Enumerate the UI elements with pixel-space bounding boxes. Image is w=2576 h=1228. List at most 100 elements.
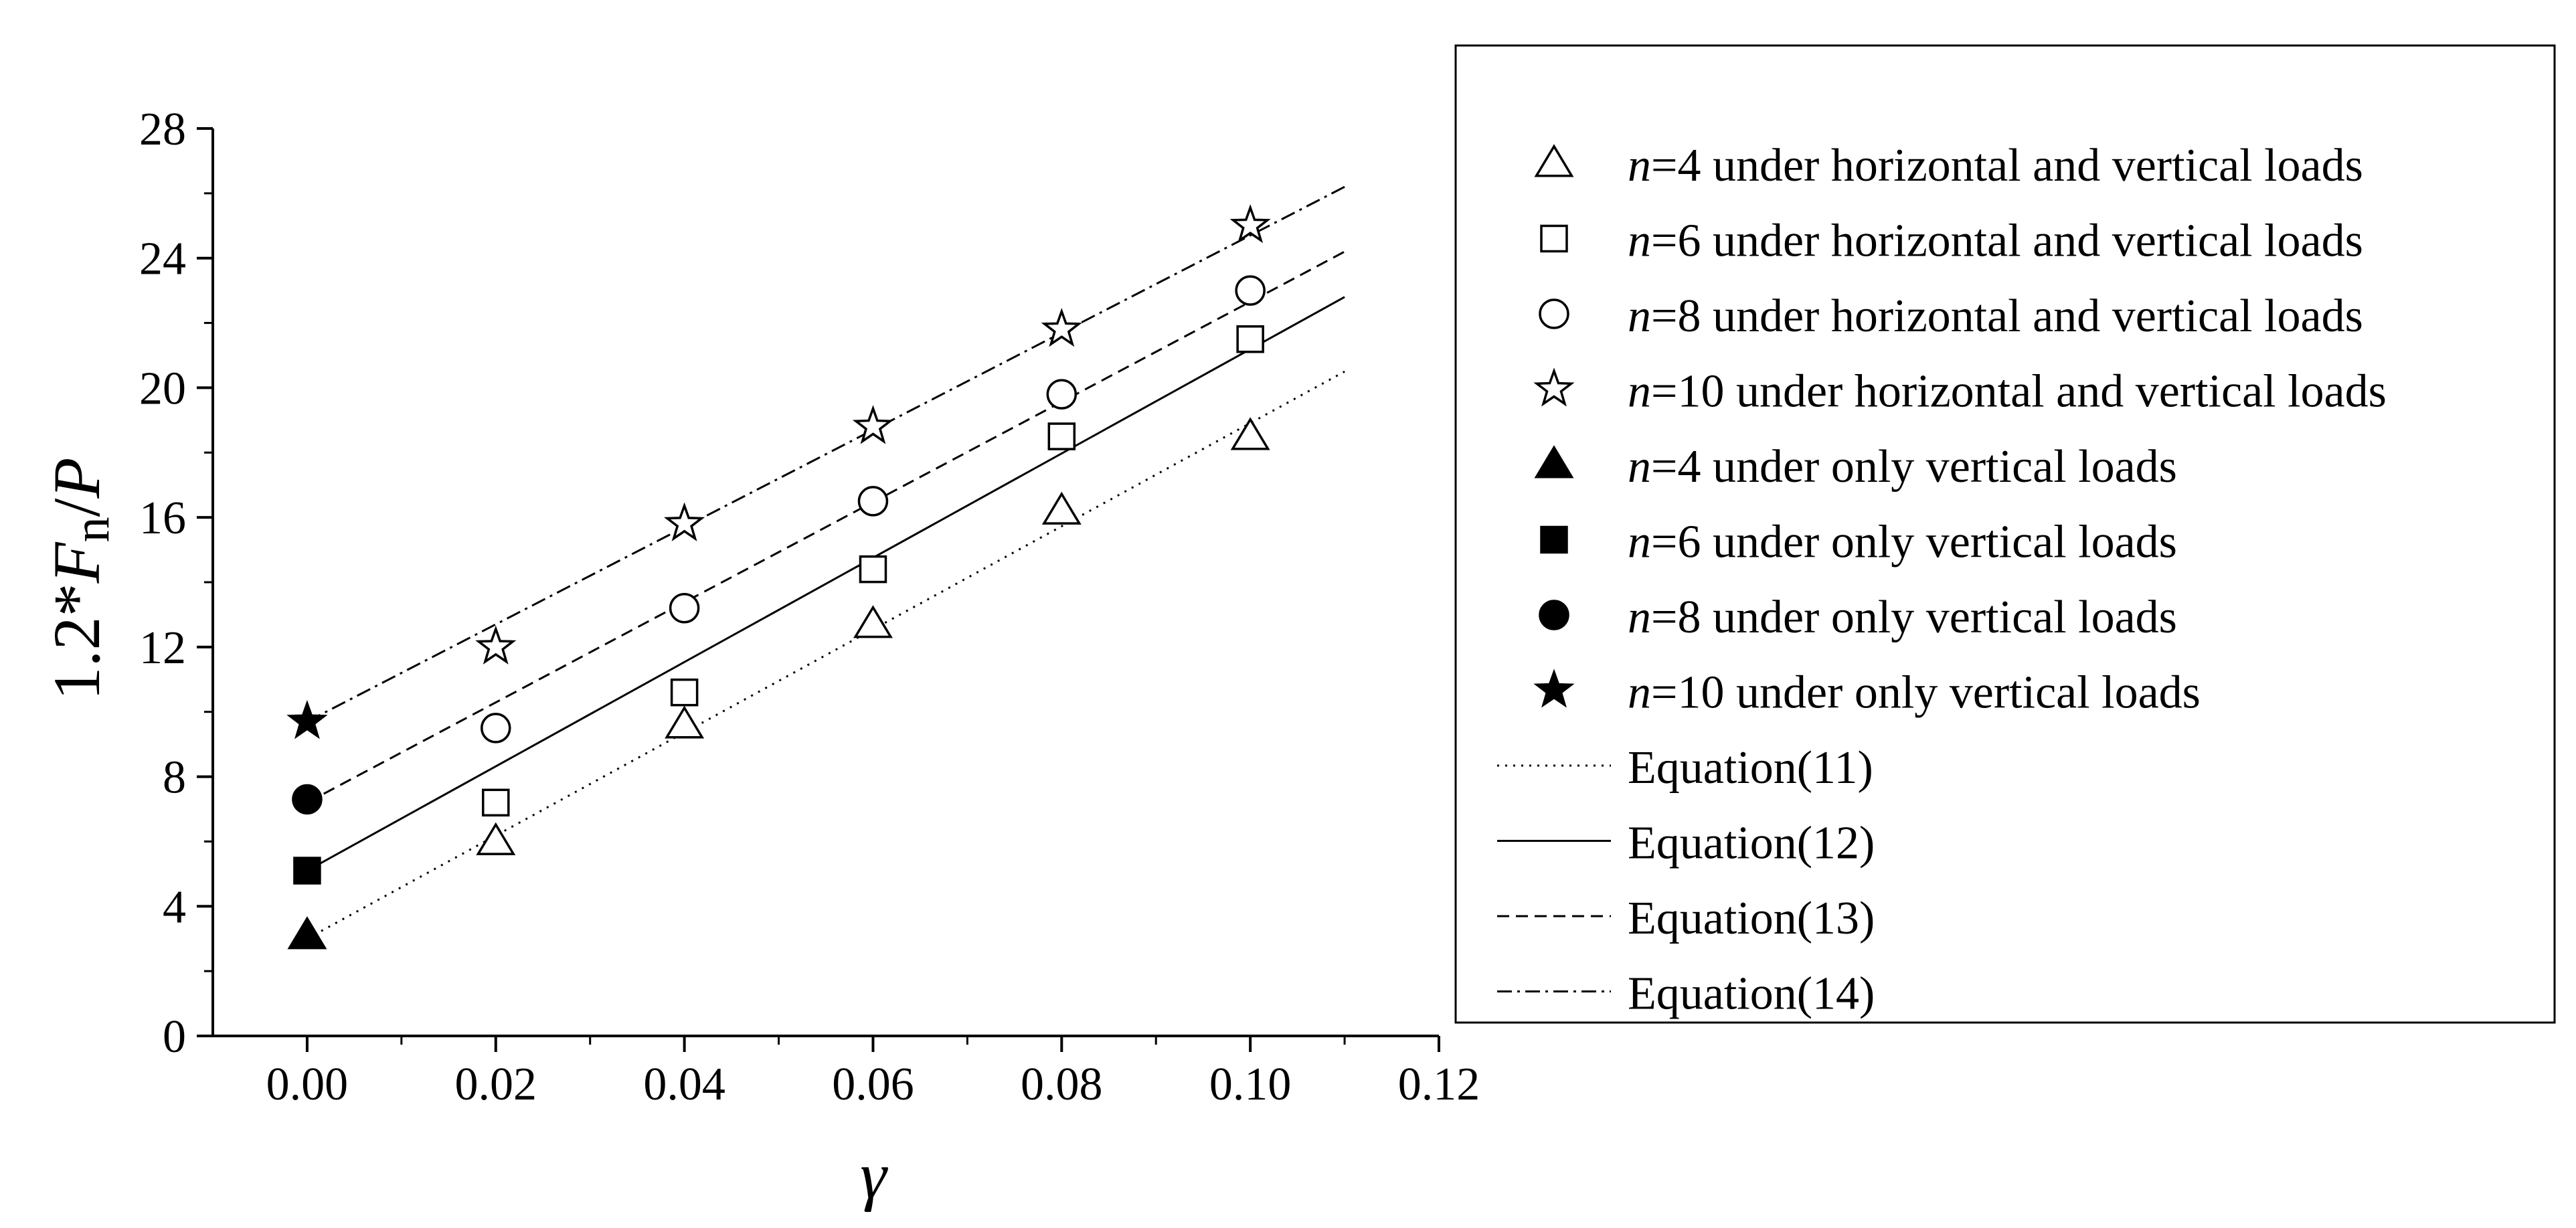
legend-item: n=8 under horizontal and vertical loads [1539,290,2363,342]
y-axis-title: 1.2*Fn/P [39,458,120,701]
legend-label: Equation(12) [1628,818,1875,869]
legend-symbol [1534,144,1574,177]
data-point-series-1 [853,605,893,638]
legend-item: Equation(12) [1497,818,1875,869]
data-point-series-4 [663,502,705,541]
equation-line-4 [307,185,1345,723]
x-tick-label: 0.12 [1398,1059,1480,1110]
legend-label-text: =8 under horizontal and vertical loads [1651,290,2363,342]
data-point-series-6 [293,857,321,885]
legend-label-var: n [1628,290,1651,342]
legend-label-text: =8 under only vertical loads [1651,592,2177,643]
y-axis-label-denom: P [39,458,114,499]
data-point-series-3 [1046,379,1078,410]
data-point-series-7 [292,784,323,815]
equation-lines [307,185,1345,940]
legend-label: n=10 under horizontal and vertical loads [1628,366,2387,418]
data-point-series-2 [859,555,887,584]
y-tick-label: 20 [139,363,186,414]
legend-label: n=6 under only vertical loads [1628,517,2177,568]
legend-label-text: =4 under horizontal and vertical loads [1651,140,2363,191]
x-axis-label: γ [860,1138,888,1213]
legend-label: Equation(11) [1628,742,1873,794]
legend-label: Equation(14) [1628,968,1875,1020]
y-tick-label: 0 [163,1011,186,1063]
legend-label-text: =10 under horizontal and vertical loads [1651,366,2387,418]
data-point-series-3 [1235,275,1266,306]
legend-label: n=10 under only vertical loads [1628,667,2201,719]
legend-symbol [1533,367,1575,407]
y-axis-label-var: F [39,541,114,584]
legend-symbol [1539,600,1569,630]
x-tick-label: 0.06 [832,1059,914,1110]
legend-item: Equation(13) [1497,893,1875,944]
data-point-series-1 [1230,417,1270,450]
data-point-series-4 [475,625,517,665]
legend-label-var: n [1628,592,1651,643]
y-axis-label: 1.2*Fn/P [39,458,120,701]
y-tick-label: 16 [139,493,186,544]
legend-symbol [1540,525,1568,554]
data-point-series-4 [1041,308,1082,347]
legend-label-text: =10 under only vertical loads [1651,667,2201,719]
legend-items: n=4 under horizontal and vertical loadsn… [1497,140,2387,1020]
data-point-series-4 [852,405,894,444]
data-point-series-2 [1047,422,1076,450]
x-tick-label: 0.00 [266,1059,349,1110]
x-tick-label: 0.10 [1209,1059,1292,1110]
y-axis-label-prefix: 1.2* [39,583,114,700]
y-tick-label: 4 [163,881,186,933]
y-tick-label: 8 [163,752,186,804]
legend-label-var: n [1628,667,1651,719]
data-point-series-3 [857,486,889,517]
legend-label-text: =4 under only vertical loads [1651,441,2177,493]
legend-item: n=10 under horizontal and vertical loads [1533,366,2387,418]
axes: 0.00 0.02 0.04 0.06 0.08 0.10 0.12 0 4 8 12 16 20 24 2… [139,104,1480,1110]
x-axis-title: γ [860,1138,888,1213]
legend-label: n=4 under only vertical loads [1628,441,2177,493]
legend-item: n=4 under horizontal and vertical loads [1534,140,2363,191]
legend-label-var: n [1628,366,1651,418]
data-point-series-5 [287,916,327,950]
x-tick-label: 0.08 [1021,1059,1103,1110]
legend-item: n=4 under only vertical loads [1534,441,2177,493]
y-tick-label: 24 [139,234,186,285]
legend-label: n=4 under horizontal and vertical loads [1628,140,2363,191]
legend-item: n=8 under only vertical loads [1539,592,2177,643]
legend: n=4 under horizontal and vertical loadsn… [1454,44,2556,1024]
legend-label-text: =6 under horizontal and vertical loads [1651,215,2363,267]
x-tick-label: 0.04 [643,1059,725,1110]
legend-item: n=6 under horizontal and vertical loads [1540,215,2363,267]
y-axis-label-sub: n [64,517,120,542]
data-markers [286,204,1271,950]
legend-label: Equation(13) [1628,893,1875,944]
legend-label-var: n [1628,517,1651,568]
legend-label: n=8 under only vertical loads [1628,592,2177,643]
legend-item: n=10 under only vertical loads [1533,667,2201,719]
equation-line-2 [307,296,1345,872]
data-point-series-2 [482,788,510,817]
legend-box [1454,44,2556,1024]
x-tick-label: 0.02 [455,1059,537,1110]
data-point-series-1 [1041,491,1082,525]
y-tick-label: 28 [139,104,186,155]
data-point-series-3 [481,713,511,743]
y-axis-label-slash: / [39,498,114,517]
data-point-series-2 [670,678,699,707]
legend-item: Equation(14) [1497,968,1875,1020]
data-point-series-1 [665,705,705,739]
legend-label-var: n [1628,215,1651,267]
data-point-series-4 [1229,204,1271,244]
legend-label: n=8 under horizontal and vertical loads [1628,290,2363,342]
data-point-series-3 [669,592,700,624]
data-point-series-8 [286,699,328,739]
legend-label-var: n [1628,140,1651,191]
equation-line-1 [307,370,1345,940]
y-tick-label: 12 [139,622,186,674]
legend-label-var: n [1628,441,1651,493]
legend-symbol [1534,445,1574,478]
equation-line-3 [307,250,1345,804]
data-point-series-1 [476,822,516,855]
legend-symbol [1540,224,1568,253]
